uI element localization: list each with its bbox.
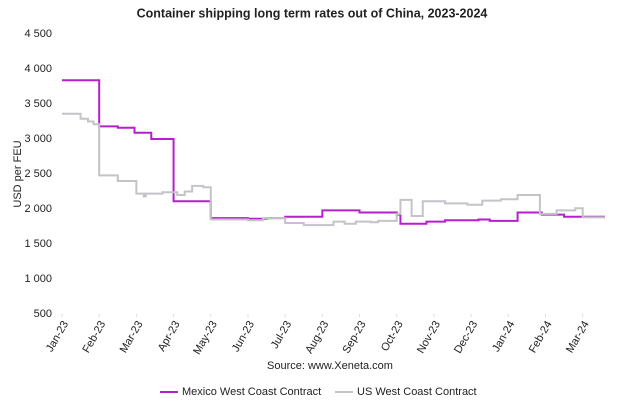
x-tick-label: Jun-23 xyxy=(230,319,257,354)
x-tick-label: Jan-23 xyxy=(44,319,71,354)
x-tick-label: Sep-23 xyxy=(341,319,369,356)
y-axis-label: USD per FEU xyxy=(12,140,24,207)
legend-label: Mexico West Coast Contract xyxy=(182,386,321,398)
y-tick-label: 1 500 xyxy=(24,238,52,250)
y-tick-label: 2 500 xyxy=(24,168,52,180)
legend-label: US West Coast Contract xyxy=(357,386,477,398)
x-tick-label: Dec-23 xyxy=(452,319,480,356)
x-tick-label: Jul-23 xyxy=(269,319,294,351)
x-tick-label: Feb-23 xyxy=(80,319,108,355)
series-line xyxy=(62,112,605,227)
y-tick-label: 4 500 xyxy=(24,28,52,40)
x-tick-label: Oct-23 xyxy=(379,319,406,354)
y-tick-label: 3 500 xyxy=(24,98,52,110)
x-tick-label: Feb-24 xyxy=(527,319,555,355)
x-tick-label: Mar-24 xyxy=(564,319,592,355)
source: Source: www.Xeneta.com xyxy=(267,360,393,372)
x-tick-label: Nov-23 xyxy=(415,319,443,356)
x-tick-label: Aug-23 xyxy=(303,319,331,356)
y-tick-label: 4 000 xyxy=(24,63,52,75)
x-tick-label: Mar-23 xyxy=(118,319,146,355)
series-line xyxy=(62,79,605,225)
y-tick-label: 2 000 xyxy=(24,203,52,215)
chart-title: Container shipping long term rates out o… xyxy=(137,6,488,20)
y-tick-label: 1 000 xyxy=(24,273,52,285)
y-tick-label: 500 xyxy=(34,308,52,320)
x-tick-label: Jan-24 xyxy=(490,319,517,354)
y-tick-label: 3 000 xyxy=(24,133,52,145)
x-tick-label: May-23 xyxy=(191,319,220,357)
x-tick-label: Apr-23 xyxy=(156,319,183,354)
